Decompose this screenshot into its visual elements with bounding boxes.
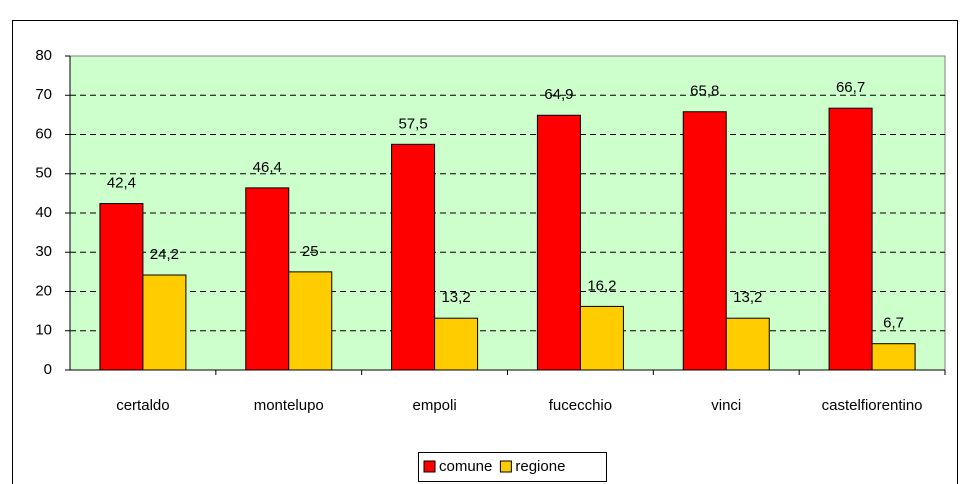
- bar: [245, 187, 290, 371]
- bar: [142, 274, 187, 371]
- y-tick-label: 80: [35, 47, 52, 64]
- value-label: 66,7: [836, 79, 865, 96]
- y-tick-label: 60: [35, 125, 52, 142]
- x-tick-label: castelfiorentino: [822, 397, 923, 414]
- legend-label: regione: [515, 458, 565, 475]
- bar: [434, 317, 479, 371]
- x-tick-label: montelupo: [254, 397, 324, 414]
- y-tick-label: 20: [35, 282, 52, 299]
- value-label: 65,8: [690, 83, 719, 100]
- bar: [99, 203, 144, 371]
- value-label: 64,9: [544, 86, 573, 103]
- bar: [579, 305, 624, 371]
- value-label: 16,2: [587, 277, 616, 294]
- y-tick-label: 30: [35, 243, 52, 260]
- value-label: 25: [302, 243, 319, 260]
- value-label: 13,2: [441, 289, 470, 306]
- value-label: 13,2: [733, 289, 762, 306]
- y-tick-label: 50: [35, 165, 52, 182]
- x-tick-label: fucecchio: [549, 397, 612, 414]
- value-label: 42,4: [107, 175, 136, 192]
- x-tick-label: certaldo: [116, 397, 169, 414]
- value-label: 57,5: [398, 115, 427, 132]
- legend-swatch: [423, 460, 436, 473]
- y-tick-label: 0: [44, 361, 52, 378]
- bar: [828, 107, 873, 371]
- legend-swatch: [499, 460, 512, 473]
- legend-box: [418, 452, 607, 482]
- bar: [725, 317, 770, 371]
- value-label: 6,7: [883, 315, 904, 332]
- legend-label: comune: [439, 458, 492, 475]
- bar: [288, 271, 333, 371]
- value-label: 46,4: [253, 159, 282, 176]
- bar: [536, 114, 581, 371]
- value-label: 24,2: [150, 246, 179, 263]
- bar: [391, 143, 436, 371]
- y-tick-label: 10: [35, 322, 52, 339]
- x-tick-label: empoli: [412, 397, 456, 414]
- y-tick-label: 40: [35, 204, 52, 221]
- bar: [871, 343, 916, 371]
- x-tick-label: vinci: [711, 397, 741, 414]
- y-tick-label: 70: [35, 86, 52, 103]
- bar: [682, 111, 727, 371]
